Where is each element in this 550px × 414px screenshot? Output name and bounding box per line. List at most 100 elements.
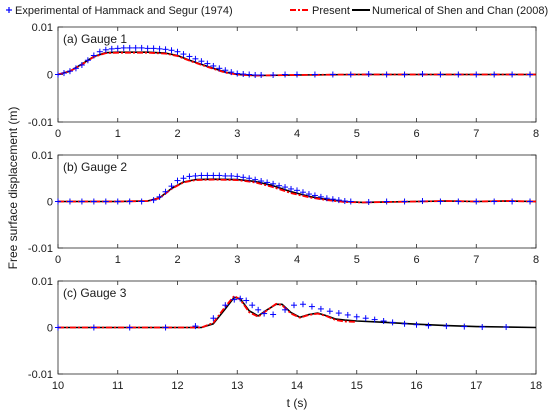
data-point xyxy=(186,173,193,180)
data-point xyxy=(294,187,300,194)
data-point xyxy=(401,71,408,78)
data-point xyxy=(204,172,211,179)
panel-title: (b) Gauge 2 xyxy=(63,160,127,174)
data-point xyxy=(305,191,312,198)
data-point xyxy=(329,196,336,203)
data-point xyxy=(55,198,61,205)
series-experimental xyxy=(55,172,534,205)
data-point xyxy=(288,185,295,192)
data-point xyxy=(473,71,480,78)
data-point xyxy=(389,319,396,326)
x-tick-label: 3 xyxy=(234,128,240,140)
data-point xyxy=(240,174,247,181)
data-point xyxy=(228,69,235,76)
x-tick-label: 16 xyxy=(410,380,422,392)
data-point xyxy=(90,52,97,59)
legend-marker-plus xyxy=(6,7,12,13)
data-point xyxy=(126,324,133,331)
x-tick-label: 6 xyxy=(413,128,419,140)
x-tick-label: 17 xyxy=(470,380,482,392)
data-point xyxy=(216,65,223,72)
data-point xyxy=(252,176,259,183)
data-point xyxy=(222,302,229,309)
panel-3: 10 11 12 13 14 15 16 17 18 -0.01 0 0.01 (c) Gauge 3 xyxy=(28,276,542,392)
x-tick-label: 0 xyxy=(55,128,61,140)
data-point xyxy=(461,323,468,330)
series-present-line xyxy=(58,294,357,329)
data-point xyxy=(365,198,372,205)
legend-entry-numerical: Numerical of Shen and Chan (2008) xyxy=(352,5,548,17)
data-point xyxy=(90,324,97,331)
data-point xyxy=(491,198,498,205)
data-point xyxy=(144,45,151,52)
data-point xyxy=(138,44,145,51)
data-point xyxy=(425,322,432,329)
data-point xyxy=(234,70,241,77)
x-tick-label: 6 xyxy=(413,254,419,266)
data-point xyxy=(150,197,157,204)
data-point xyxy=(335,197,342,204)
data-point xyxy=(156,45,163,52)
data-point xyxy=(419,198,426,205)
data-point xyxy=(282,306,289,313)
data-point xyxy=(473,198,480,205)
x-tick-label: 0 xyxy=(55,254,61,266)
data-point xyxy=(216,172,223,179)
data-point xyxy=(509,198,516,205)
x-tick-label: 13 xyxy=(231,380,243,392)
data-point xyxy=(66,68,73,75)
data-point xyxy=(246,71,253,78)
data-point xyxy=(114,198,121,205)
data-point xyxy=(192,55,199,62)
data-point xyxy=(455,71,462,78)
legend: Experimental of Hammack and Segur (1974)… xyxy=(6,5,548,17)
data-point xyxy=(126,198,133,205)
data-point xyxy=(102,198,109,205)
data-point xyxy=(204,60,211,67)
y-tick-label: 0.01 xyxy=(32,150,53,162)
data-point xyxy=(419,71,426,78)
y-tick-label: 0.01 xyxy=(32,276,53,288)
data-point xyxy=(311,71,318,78)
y-tick-label: -0.01 xyxy=(28,117,53,129)
data-point xyxy=(60,70,67,77)
x-tick-label: 12 xyxy=(171,380,183,392)
data-point xyxy=(323,195,330,202)
x-axis-label: t (s) xyxy=(287,396,308,410)
data-point xyxy=(443,323,450,330)
data-point xyxy=(114,45,121,52)
data-point xyxy=(299,301,306,308)
data-point xyxy=(282,184,289,191)
data-point xyxy=(503,324,510,331)
data-point xyxy=(270,180,277,187)
data-point xyxy=(294,71,300,78)
data-point xyxy=(437,198,444,205)
data-point xyxy=(413,321,420,328)
data-point xyxy=(55,324,61,331)
data-point xyxy=(347,198,354,205)
data-point xyxy=(210,62,217,69)
data-point xyxy=(66,198,73,205)
data-point xyxy=(383,198,390,205)
data-point xyxy=(138,198,145,205)
data-point xyxy=(317,305,324,312)
data-point xyxy=(162,46,169,53)
data-point xyxy=(237,295,244,302)
data-point xyxy=(168,183,175,190)
data-point xyxy=(258,178,265,185)
data-point xyxy=(308,303,315,310)
data-point xyxy=(240,71,247,78)
data-point xyxy=(84,57,91,64)
data-point xyxy=(335,310,342,317)
data-point xyxy=(198,172,205,179)
data-point xyxy=(383,71,390,78)
data-point xyxy=(78,198,85,205)
x-tick-label: 11 xyxy=(112,380,123,392)
data-point xyxy=(479,324,486,331)
data-point xyxy=(380,317,387,324)
data-point xyxy=(222,172,229,179)
data-point xyxy=(299,189,306,196)
data-point xyxy=(180,175,187,182)
